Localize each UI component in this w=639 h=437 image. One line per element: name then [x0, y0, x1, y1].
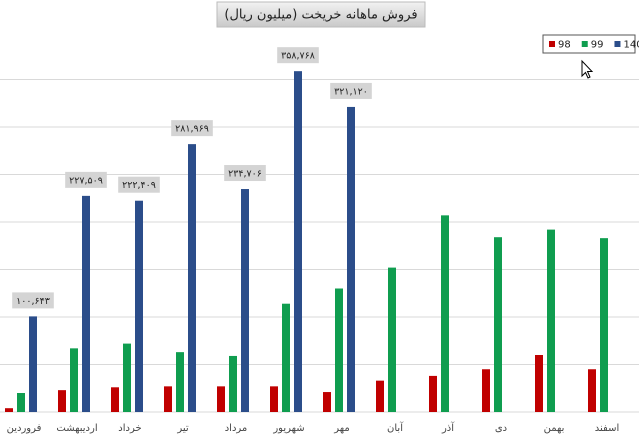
bar — [441, 215, 449, 412]
data-label: ۲۸۱,۹۶۹ — [175, 124, 209, 135]
bar — [347, 106, 355, 412]
data-label-box — [118, 176, 160, 193]
legend-swatch — [581, 41, 588, 47]
bar — [123, 343, 131, 412]
legend-box — [542, 34, 636, 54]
bar — [494, 237, 502, 412]
x-tick-label: شهریور — [272, 423, 304, 434]
data-label-box — [330, 82, 372, 99]
x-tick-label: اسفند — [595, 423, 619, 434]
x-tick-label: آبان — [387, 421, 404, 434]
bar — [135, 200, 143, 412]
chart-title: فروش ماهانه خریخت (میلیون ریال) — [224, 8, 417, 23]
mouse-cursor — [581, 59, 594, 79]
x-tick-label: دی — [495, 423, 507, 434]
bar — [176, 352, 184, 412]
bar — [335, 288, 343, 412]
legend-label: 99 — [591, 40, 604, 51]
bar — [82, 195, 90, 412]
bar — [535, 355, 543, 412]
bar — [376, 380, 384, 412]
data-label: ۲۳۴,۷۰۶ — [228, 169, 262, 180]
legend: 98 99 1400 — [549, 40, 639, 51]
bar — [600, 238, 608, 412]
bar — [588, 369, 596, 412]
legend-swatch — [549, 41, 555, 47]
bar — [294, 71, 302, 412]
x-tick-label: آذر — [441, 421, 455, 434]
bar — [29, 316, 37, 412]
x-tick-label: تیر — [176, 423, 189, 434]
data-label-box — [65, 171, 107, 188]
bar — [111, 387, 119, 412]
bar — [388, 267, 396, 412]
bar — [270, 386, 278, 412]
data-label: ۳۵۸,۷۶۸ — [281, 51, 315, 62]
data-label-box — [171, 120, 213, 137]
data-label: ۲۲۲,۴۰۹ — [122, 180, 156, 191]
data-label-box — [12, 292, 54, 309]
legend-label: 1400 — [623, 40, 639, 51]
bar — [282, 303, 290, 412]
bar — [429, 375, 437, 412]
x-tick-label: بهمن — [544, 423, 565, 434]
bar — [5, 408, 13, 412]
bar — [70, 348, 78, 412]
legend-swatch — [614, 41, 621, 47]
bar — [17, 393, 25, 412]
bar — [323, 392, 331, 412]
bar — [58, 390, 66, 412]
bar — [241, 189, 249, 412]
bar — [547, 229, 555, 412]
bar — [229, 355, 237, 412]
x-tick-label: اردیبهشت — [56, 423, 97, 434]
data-label-box — [277, 47, 319, 64]
data-label: ۲۲۷,۵۰۹ — [69, 175, 103, 186]
bar — [164, 386, 172, 412]
x-tick-label: فروردین — [7, 423, 42, 434]
legend-label: 98 — [558, 40, 571, 51]
bar — [188, 144, 196, 412]
bar — [217, 386, 225, 412]
title-box — [216, 1, 426, 28]
data-label: ۳۲۱,۱۲۰ — [334, 86, 368, 97]
x-tick-label: مهر — [333, 423, 349, 434]
x-tick-label: خرداد — [118, 423, 141, 434]
data-label-box — [224, 165, 266, 182]
bar — [482, 369, 490, 412]
x-tick-label: مرداد — [225, 423, 248, 434]
data-label: ۱۰۰,۶۴۳ — [16, 296, 50, 307]
